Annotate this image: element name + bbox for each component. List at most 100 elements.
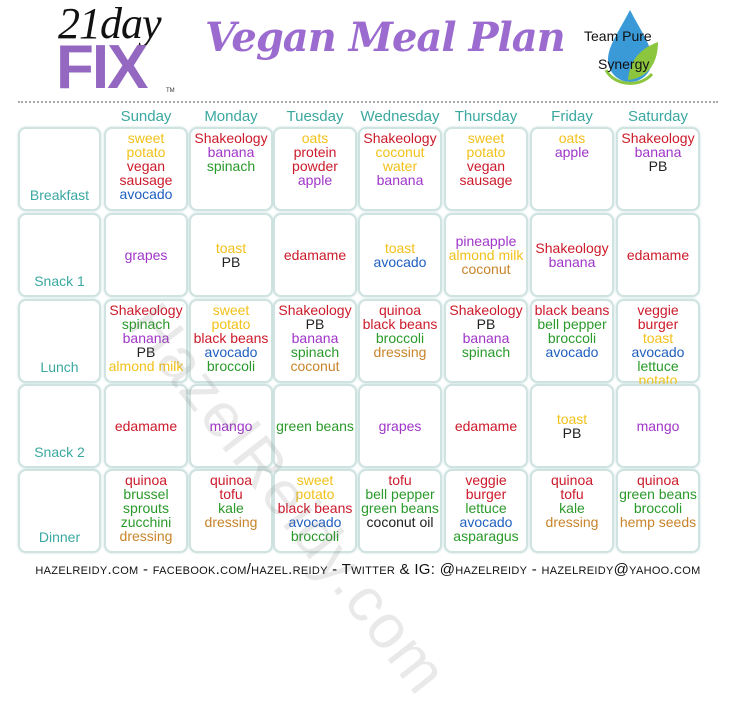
row-label-cell: Breakfast bbox=[18, 127, 101, 211]
food-item: oats bbox=[558, 130, 586, 146]
meal-items: veggie burger toast avocado lettuce potato bbox=[620, 303, 696, 387]
food-item: veggie bbox=[465, 472, 507, 488]
food-item: potato bbox=[638, 372, 678, 388]
page-title: Vegan Meal Plan bbox=[205, 14, 566, 61]
food-item: sweet bbox=[127, 130, 165, 146]
food-item: black beans bbox=[534, 302, 610, 318]
day-header-saturday: Saturday bbox=[627, 108, 689, 125]
meal-items: black beans bell pepper broccoli avocado bbox=[534, 303, 610, 379]
food-item: edamame bbox=[626, 247, 690, 263]
meal-items: Shakeology coconut water banana bbox=[362, 131, 438, 207]
food-item: banana bbox=[634, 144, 682, 160]
meal-cell: oats apple bbox=[530, 127, 614, 211]
meal-items: toast avocado bbox=[362, 217, 438, 293]
meal-cell: Shakeology spinach banana PB almond milk bbox=[104, 299, 188, 383]
meal-label: Lunch bbox=[40, 359, 79, 375]
meal-items: oats protein powder apple bbox=[277, 131, 353, 207]
food-item: broccoli bbox=[633, 500, 683, 516]
meal-cell: black beans bell pepper broccoli avocado bbox=[530, 299, 614, 383]
logo-21day-text: 21day bbox=[58, 0, 162, 48]
meal-items: Shakeology banana PB bbox=[620, 131, 696, 207]
meal-items: quinoa tofu kale dressing bbox=[193, 473, 269, 549]
food-item: banana bbox=[376, 172, 424, 188]
meal-label: Dinner bbox=[38, 529, 81, 545]
food-item: vegan bbox=[466, 158, 506, 174]
food-item: potato bbox=[211, 316, 251, 332]
food-item: vegan bbox=[126, 158, 166, 174]
food-item: lettuce bbox=[465, 500, 507, 516]
food-item: avocado bbox=[545, 344, 599, 360]
row-label-cell: Snack 1 bbox=[18, 213, 101, 297]
food-item: sprouts bbox=[123, 500, 169, 516]
meal-cell: Shakeology coconut water banana bbox=[358, 127, 442, 211]
food-item: edamame bbox=[114, 418, 178, 434]
food-item: toast bbox=[556, 411, 588, 427]
meal-cell: toast PB bbox=[530, 384, 614, 468]
food-item: apple bbox=[554, 144, 590, 160]
food-item: Shakeology bbox=[621, 130, 695, 146]
food-item: avocado bbox=[204, 344, 258, 360]
meal-items: quinoa brussel sprouts zucchini dressing bbox=[108, 473, 184, 549]
food-item: zucchini bbox=[120, 514, 172, 530]
row-label-cell: Lunch bbox=[18, 299, 101, 383]
meal-cell: edamame bbox=[616, 213, 700, 297]
meal-label: Breakfast bbox=[29, 187, 90, 203]
meal-items: edamame bbox=[277, 217, 353, 293]
divider bbox=[18, 101, 718, 103]
food-item: quinoa bbox=[209, 472, 253, 488]
meal-cell: pineapple almond milk coconut bbox=[444, 213, 528, 297]
food-item: black beans bbox=[277, 500, 353, 516]
food-item: edamame bbox=[454, 418, 518, 434]
day-header-wednesday: Wednesday bbox=[360, 108, 440, 125]
food-item: potato bbox=[295, 486, 335, 502]
meal-cell: quinoa black beans broccoli dressing bbox=[358, 299, 442, 383]
meal-items: Shakeology banana bbox=[534, 217, 610, 293]
meal-items: toast PB bbox=[534, 388, 610, 464]
food-item: banana bbox=[462, 330, 510, 346]
meal-items: sweet potato vegan sausage avocado bbox=[108, 131, 184, 207]
meal-cell: grapes bbox=[358, 384, 442, 468]
food-item: mango bbox=[636, 418, 680, 434]
food-item: grapes bbox=[378, 418, 422, 434]
food-item: bell pepper bbox=[365, 486, 435, 502]
day-header-thursday: Thursday bbox=[454, 108, 518, 125]
meal-items: edamame bbox=[448, 388, 524, 464]
food-item: avocado bbox=[373, 254, 427, 270]
food-item: Shakeology bbox=[278, 302, 352, 318]
food-item: coconut bbox=[375, 144, 425, 160]
food-item: sweet bbox=[296, 472, 334, 488]
food-item: edamame bbox=[283, 247, 347, 263]
meal-items: Shakeology PB banana spinach bbox=[448, 303, 524, 379]
food-item: banana bbox=[548, 254, 596, 270]
water-drop-leaf-icon bbox=[604, 10, 658, 85]
meal-items: grapes bbox=[362, 388, 438, 464]
meal-items: veggie burger lettuce avocado asparagus bbox=[448, 473, 524, 549]
food-item: burger bbox=[637, 316, 679, 332]
meal-cell: tofu bell pepper green beans coconut oil bbox=[358, 469, 442, 553]
food-item: avocado bbox=[119, 186, 173, 202]
meal-cell: edamame bbox=[273, 213, 357, 297]
food-item: asparagus bbox=[453, 528, 519, 544]
trademark: TM bbox=[166, 88, 175, 94]
food-item: PB bbox=[648, 158, 668, 174]
food-item: toast bbox=[384, 240, 416, 256]
meal-cell: Shakeology banana PB bbox=[616, 127, 700, 211]
meal-cell: Shakeology banana bbox=[530, 213, 614, 297]
meal-cell: quinoa green beans broccoli hemp seeds bbox=[616, 469, 700, 553]
food-item: green beans bbox=[619, 486, 697, 502]
food-item: broccoli bbox=[375, 330, 425, 346]
food-item: green beans bbox=[361, 500, 439, 516]
meal-cell: quinoa brussel sprouts zucchini dressing bbox=[104, 469, 188, 553]
meal-cell: veggie burger lettuce avocado asparagus bbox=[444, 469, 528, 553]
food-item: hemp seeds bbox=[619, 514, 697, 530]
meal-items: grapes bbox=[108, 217, 184, 293]
meal-cell: quinoa tofu kale dressing bbox=[189, 469, 273, 553]
meal-cell: quinoa tofu kale dressing bbox=[530, 469, 614, 553]
day-header-sunday: Sunday bbox=[120, 108, 172, 125]
meal-cell: edamame bbox=[444, 384, 528, 468]
food-item: sweet bbox=[467, 130, 505, 146]
food-item: spinach bbox=[206, 158, 256, 174]
food-item: banana bbox=[122, 330, 170, 346]
food-item: green beans bbox=[276, 418, 354, 434]
food-item: Shakeology bbox=[109, 302, 183, 318]
